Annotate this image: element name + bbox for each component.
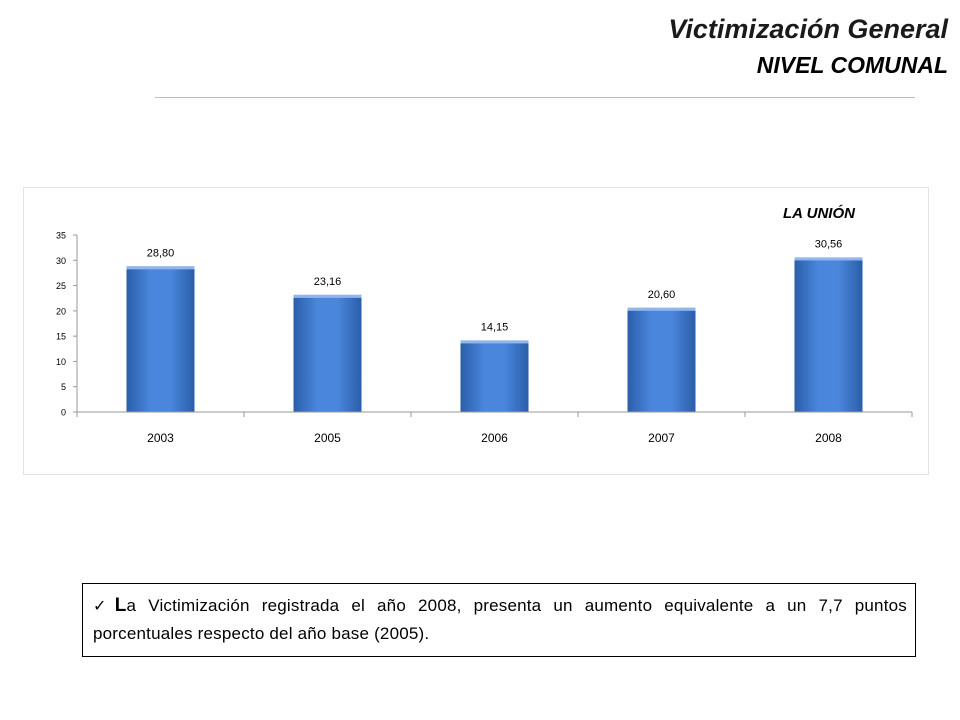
- y-tick-label: 15: [56, 332, 66, 342]
- x-tick-label: 2005: [314, 431, 341, 445]
- bar-top-highlight: [794, 257, 863, 261]
- chart-title: LA UNIÓN: [783, 205, 855, 222]
- note-text: a Victimización registrada el año 2008, …: [93, 596, 907, 643]
- x-tick-label: 2003: [147, 431, 174, 445]
- note-first-letter: L: [114, 595, 127, 616]
- page-title: Victimización General: [668, 14, 948, 44]
- y-tick-label: 20: [56, 306, 66, 316]
- x-tick-label: 2006: [481, 431, 508, 445]
- y-tick-label: 35: [56, 231, 66, 241]
- y-tick-label: 0: [61, 408, 66, 418]
- check-mark-icon: ✓: [93, 598, 114, 615]
- y-tick-label: 25: [56, 281, 66, 291]
- y-tick-label: 5: [61, 382, 66, 392]
- data-label: 23,16: [314, 276, 342, 288]
- bar-2003: [126, 266, 195, 412]
- page-subtitle: NIVEL COMUNAL: [756, 52, 948, 78]
- x-tick-label: 2008: [815, 431, 842, 445]
- bar-2007: [627, 307, 696, 412]
- x-tick-label: 2007: [648, 431, 675, 445]
- bar-top-highlight: [293, 294, 362, 298]
- data-label: 30,56: [815, 238, 843, 250]
- bar-top-highlight: [627, 307, 696, 311]
- header-divider: [155, 97, 915, 98]
- bar-2006: [460, 340, 529, 412]
- data-label: 20,60: [648, 289, 676, 301]
- bar-top-highlight: [126, 266, 195, 270]
- data-label: 14,15: [481, 321, 509, 333]
- bar-2005: [293, 294, 362, 412]
- bar-2008: [794, 257, 863, 412]
- y-tick-label: 10: [56, 357, 66, 367]
- y-tick-label: 30: [56, 256, 66, 266]
- data-label: 28,80: [147, 247, 175, 259]
- bar-top-highlight: [460, 340, 529, 344]
- summary-note: ✓La Victimización registrada el año 2008…: [82, 583, 916, 657]
